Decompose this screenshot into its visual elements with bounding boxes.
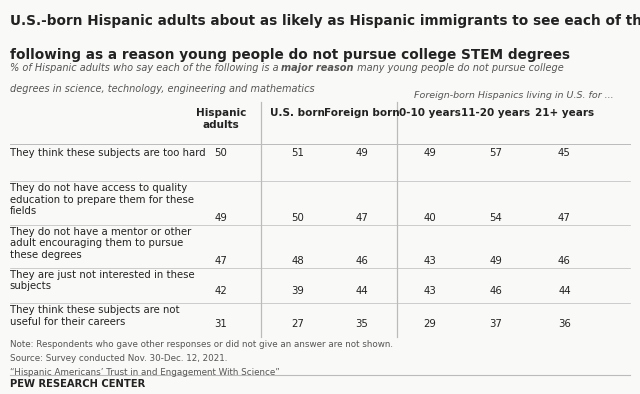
Text: 43: 43	[424, 256, 436, 266]
Text: 11-20 years: 11-20 years	[461, 108, 531, 118]
Text: They do not have a mentor or other
adult encouraging them to pursue
these degree: They do not have a mentor or other adult…	[10, 227, 191, 260]
Text: 46: 46	[490, 286, 502, 296]
Text: 50: 50	[214, 148, 227, 158]
Text: U.S. born: U.S. born	[270, 108, 325, 118]
Text: They do not have access to quality
education to prepare them for these
fields: They do not have access to quality educa…	[10, 183, 193, 216]
Text: 50: 50	[291, 213, 304, 223]
Text: many young people do not pursue college: many young people do not pursue college	[354, 63, 564, 73]
Text: 40: 40	[424, 213, 436, 223]
Text: 36: 36	[558, 319, 571, 329]
Text: They are just not interested in these
subjects: They are just not interested in these su…	[10, 270, 194, 292]
Text: major reason: major reason	[282, 63, 354, 73]
Text: 49: 49	[214, 213, 227, 223]
Text: 0-10 years: 0-10 years	[399, 108, 461, 118]
Text: 29: 29	[424, 319, 436, 329]
Text: 42: 42	[214, 286, 227, 296]
Text: Hispanic
adults: Hispanic adults	[196, 108, 246, 130]
Text: PEW RESEARCH CENTER: PEW RESEARCH CENTER	[10, 379, 145, 389]
Text: 54: 54	[490, 213, 502, 223]
Text: 44: 44	[558, 286, 571, 296]
Text: 49: 49	[490, 256, 502, 266]
Text: 46: 46	[355, 256, 368, 266]
Text: Foreign-born Hispanics living in U.S. for ...: Foreign-born Hispanics living in U.S. fo…	[414, 91, 613, 100]
Text: Source: Survey conducted Nov. 30-Dec. 12, 2021.: Source: Survey conducted Nov. 30-Dec. 12…	[10, 354, 227, 363]
Text: 47: 47	[558, 213, 571, 223]
Text: U.S.-born Hispanic adults about as likely as Hispanic immigrants to see each of : U.S.-born Hispanic adults about as likel…	[10, 14, 640, 28]
Text: 49: 49	[424, 148, 436, 158]
Text: % of Hispanic adults who say each of the following is a: % of Hispanic adults who say each of the…	[10, 63, 282, 73]
Text: 46: 46	[558, 256, 571, 266]
Text: 44: 44	[355, 286, 368, 296]
Text: 48: 48	[291, 256, 304, 266]
Text: 39: 39	[291, 286, 304, 296]
Text: Note: Respondents who gave other responses or did not give an answer are not sho: Note: Respondents who gave other respons…	[10, 340, 392, 349]
Text: following as a reason young people do not pursue college STEM degrees: following as a reason young people do no…	[10, 48, 570, 63]
Text: 47: 47	[214, 256, 227, 266]
Text: Foreign born: Foreign born	[324, 108, 399, 118]
Text: 49: 49	[355, 148, 368, 158]
Text: degrees in science, technology, engineering and mathematics: degrees in science, technology, engineer…	[10, 84, 314, 93]
Text: “Hispanic Americans’ Trust in and Engagement With Science”: “Hispanic Americans’ Trust in and Engage…	[10, 368, 279, 377]
Text: 35: 35	[355, 319, 368, 329]
Text: 51: 51	[291, 148, 304, 158]
Text: They think these subjects are not
useful for their careers: They think these subjects are not useful…	[10, 305, 179, 327]
Text: 21+ years: 21+ years	[535, 108, 594, 118]
Text: 43: 43	[424, 286, 436, 296]
Text: 57: 57	[490, 148, 502, 158]
Text: 31: 31	[214, 319, 227, 329]
Text: 37: 37	[490, 319, 502, 329]
Text: 45: 45	[558, 148, 571, 158]
Text: They think these subjects are too hard: They think these subjects are too hard	[10, 148, 205, 158]
Text: 47: 47	[355, 213, 368, 223]
Text: 27: 27	[291, 319, 304, 329]
